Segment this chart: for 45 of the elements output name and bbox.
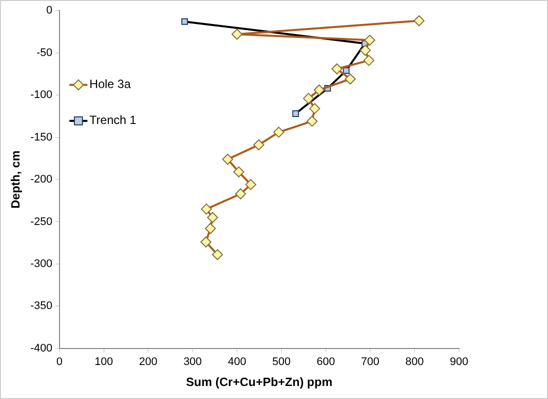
- point: [314, 84, 325, 96]
- point: [344, 74, 356, 85]
- point: [364, 34, 376, 46]
- y-tick-label: -150: [30, 131, 52, 144]
- y-tick-label: -100: [30, 89, 52, 102]
- point: [306, 116, 318, 127]
- legend-label: Trench 1: [89, 113, 137, 128]
- point: [232, 28, 243, 40]
- y-tick-label: -250: [30, 216, 52, 228]
- y-tick-label: -200: [30, 174, 52, 186]
- y-tick-label: -400: [30, 342, 52, 354]
- point: [207, 212, 218, 224]
- x-tick-label: 400: [228, 356, 246, 368]
- x-tick-label: 200: [139, 356, 158, 368]
- y-axis-title: Depth, cm: [8, 150, 23, 209]
- y-tick-label: 0: [46, 4, 52, 17]
- x-tick-label: 600: [316, 356, 335, 368]
- y-tick-label: -350: [30, 300, 52, 312]
- point: [212, 249, 223, 260]
- x-tick-label: 800: [405, 356, 424, 368]
- x-tick-label: 900: [450, 356, 468, 368]
- x-tick-label: 100: [94, 356, 113, 368]
- legend-label: Hole 3a: [89, 77, 132, 92]
- point: [360, 44, 371, 56]
- point: [200, 236, 212, 248]
- x-tick-label: 700: [361, 356, 380, 368]
- x-tick-label: 500: [272, 356, 291, 368]
- x-tick-label: 0: [56, 356, 62, 368]
- point: [302, 92, 314, 104]
- y-tick-label: -50: [36, 46, 52, 59]
- y-tick-label: -300: [30, 258, 52, 270]
- point: [233, 166, 244, 178]
- point: [245, 179, 256, 190]
- point: [200, 204, 212, 215]
- x-tick-label: 300: [183, 356, 202, 368]
- point: [414, 15, 425, 26]
- point: [309, 103, 320, 114]
- point: [273, 126, 284, 138]
- point: [331, 63, 342, 74]
- point: [222, 154, 234, 165]
- point: [235, 188, 246, 200]
- x-axis-title: Sum (Cr+Cu+Pb+Zn) ppm: [186, 375, 332, 390]
- point: [253, 139, 264, 150]
- point: [363, 54, 374, 66]
- point: [204, 222, 216, 234]
